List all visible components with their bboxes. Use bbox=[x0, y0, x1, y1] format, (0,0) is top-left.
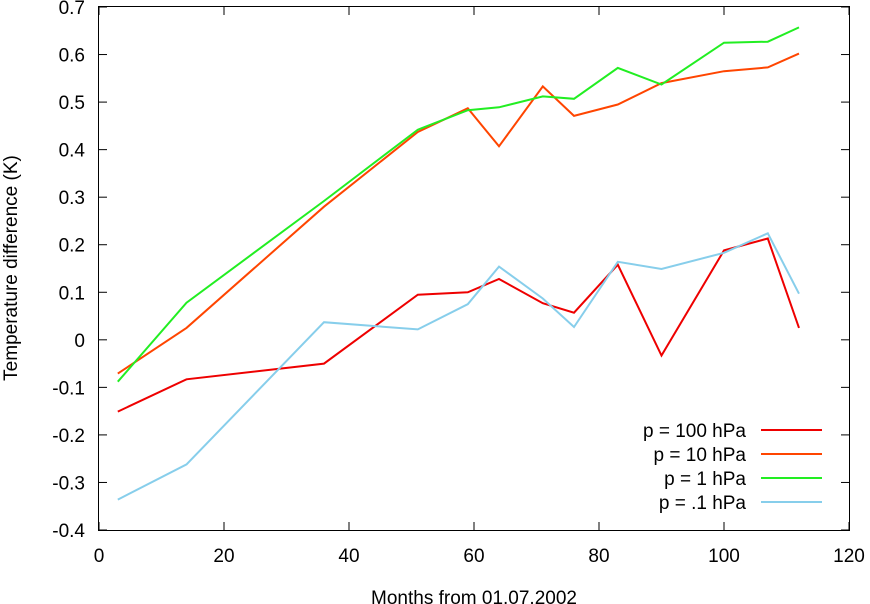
x-axis: 0 20 40 60 80 100 120 bbox=[94, 7, 865, 567]
y-tick-label: 0.5 bbox=[59, 93, 85, 114]
legend-label: p = 1 hPa bbox=[664, 469, 746, 490]
x-tick-label: 40 bbox=[338, 546, 359, 567]
y-tick-label: 0.1 bbox=[59, 283, 85, 304]
series-line bbox=[117, 52, 800, 375]
legend-label: p = 10 hPa bbox=[654, 445, 747, 466]
y-tick-label: 0.6 bbox=[59, 46, 85, 67]
y-tick-label: 0.2 bbox=[59, 236, 85, 257]
y-axis: -0.4 -0.3 -0.2 -0.1 0 0.1 0.2 0.3 0.4 0.5 0.6 0.7 bbox=[52, 0, 849, 542]
y-tick-label: 0.3 bbox=[59, 188, 85, 209]
y-tick-label: -0.2 bbox=[52, 426, 85, 447]
y-axis-label: Temperature difference (K) bbox=[1, 155, 22, 381]
x-axis-label: Months from 01.07.2002 bbox=[371, 588, 577, 604]
y-tick-label: -0.3 bbox=[52, 473, 85, 494]
x-tick-label: 0 bbox=[94, 546, 105, 567]
series-line bbox=[117, 237, 800, 413]
y-tick-label: -0.1 bbox=[52, 378, 85, 399]
y-tick-label: 0.7 bbox=[59, 0, 85, 19]
legend-label: p = 100 hPa bbox=[643, 421, 746, 442]
y-tick-label: 0 bbox=[74, 331, 85, 352]
x-tick-label: 80 bbox=[588, 546, 609, 567]
series-lines bbox=[117, 26, 800, 501]
legend: p = 100 hPa p = 10 hPa p = 1 hPa p = .1 hPa bbox=[643, 421, 822, 514]
series-line bbox=[117, 232, 800, 501]
series-line bbox=[117, 26, 800, 383]
legend-label: p = .1 hPa bbox=[659, 493, 747, 514]
x-tick-label: 100 bbox=[708, 546, 740, 567]
y-tick-label: 0.4 bbox=[59, 141, 86, 162]
x-tick-label: 120 bbox=[833, 546, 865, 567]
y-tick-label: -0.4 bbox=[52, 521, 85, 542]
plot-frame bbox=[98, 6, 850, 531]
x-tick-label: 60 bbox=[463, 546, 484, 567]
x-tick-label: 20 bbox=[213, 546, 234, 567]
